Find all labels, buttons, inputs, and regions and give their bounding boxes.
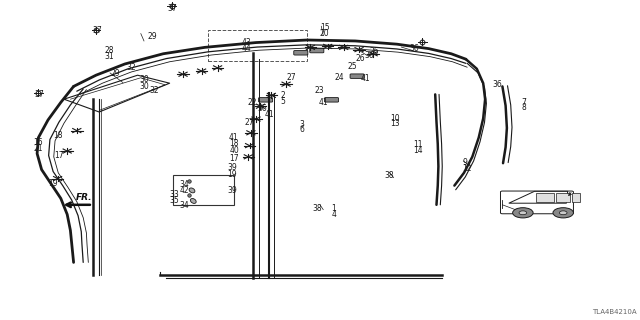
Text: 6: 6: [300, 125, 305, 134]
Text: 15: 15: [320, 23, 330, 32]
Ellipse shape: [190, 198, 196, 204]
Text: 19: 19: [48, 179, 58, 188]
Text: 44: 44: [242, 44, 252, 53]
FancyBboxPatch shape: [350, 74, 364, 78]
Text: 31: 31: [104, 52, 114, 61]
Text: 14: 14: [413, 146, 422, 155]
FancyBboxPatch shape: [310, 48, 324, 53]
Text: 29: 29: [147, 32, 157, 41]
Text: 37: 37: [93, 26, 102, 35]
Text: 18: 18: [53, 131, 63, 140]
Text: 37: 37: [34, 90, 44, 99]
FancyBboxPatch shape: [324, 98, 339, 102]
Text: 32: 32: [149, 86, 159, 95]
Text: 9: 9: [462, 158, 467, 167]
Text: 38: 38: [312, 204, 322, 213]
Text: 25: 25: [348, 62, 357, 71]
Text: 42: 42: [179, 186, 189, 195]
Text: 12: 12: [462, 164, 472, 173]
Text: 41: 41: [319, 98, 328, 107]
FancyBboxPatch shape: [259, 98, 273, 102]
Text: 18: 18: [229, 139, 239, 148]
FancyBboxPatch shape: [294, 51, 308, 55]
Text: 36: 36: [410, 44, 419, 53]
Text: 41: 41: [264, 110, 274, 119]
Text: 36: 36: [365, 51, 374, 60]
Text: 41: 41: [360, 74, 370, 83]
Text: 35: 35: [170, 196, 179, 205]
Text: 30: 30: [140, 82, 149, 91]
Text: 3: 3: [300, 120, 305, 129]
Text: 34: 34: [179, 201, 189, 210]
Text: 27: 27: [244, 118, 254, 127]
Circle shape: [519, 211, 527, 215]
Text: 43: 43: [242, 38, 252, 47]
Text: 20: 20: [320, 29, 330, 38]
Bar: [208, 30, 307, 61]
Text: 40: 40: [230, 146, 239, 155]
Text: FR.: FR.: [76, 193, 92, 202]
Circle shape: [553, 208, 573, 218]
Text: 8: 8: [522, 103, 526, 112]
Text: 33: 33: [170, 190, 179, 199]
Text: 5: 5: [280, 97, 285, 106]
Text: 11: 11: [413, 140, 422, 149]
Text: 29: 29: [110, 69, 120, 78]
Text: 17: 17: [54, 151, 64, 160]
Text: 26: 26: [369, 47, 379, 56]
Text: 36: 36: [257, 104, 267, 113]
Text: 26: 26: [355, 54, 365, 63]
Circle shape: [513, 208, 533, 218]
Text: 16: 16: [33, 138, 43, 147]
Text: 24: 24: [334, 73, 344, 82]
Text: 28: 28: [104, 46, 114, 55]
Text: 32: 32: [127, 63, 136, 72]
Text: 36: 36: [493, 80, 502, 89]
Text: 13: 13: [390, 119, 400, 128]
Text: 23: 23: [315, 86, 324, 95]
Text: 7: 7: [522, 98, 527, 107]
Text: 30: 30: [140, 75, 149, 84]
Text: 34: 34: [179, 180, 189, 189]
Text: 17: 17: [229, 154, 239, 163]
Circle shape: [559, 211, 567, 215]
Text: TLA4B4210A: TLA4B4210A: [592, 309, 637, 315]
Text: 41: 41: [228, 133, 238, 142]
Bar: [536, 193, 554, 202]
Bar: [556, 193, 570, 202]
FancyBboxPatch shape: [500, 191, 573, 214]
Text: 27: 27: [286, 73, 296, 82]
Text: 37: 37: [168, 4, 177, 13]
Text: 22: 22: [248, 98, 257, 107]
Text: 1: 1: [332, 204, 336, 213]
Polygon shape: [509, 191, 568, 203]
Text: 4: 4: [332, 210, 337, 219]
Ellipse shape: [189, 188, 195, 193]
Text: 19: 19: [227, 170, 237, 179]
Text: 39: 39: [227, 163, 237, 172]
Text: 10: 10: [390, 114, 400, 123]
Bar: [572, 193, 580, 202]
Bar: [173, 175, 234, 205]
Text: 2: 2: [280, 91, 285, 100]
Text: 21: 21: [33, 144, 43, 153]
Text: 38: 38: [384, 171, 394, 180]
Text: 39: 39: [227, 186, 237, 195]
